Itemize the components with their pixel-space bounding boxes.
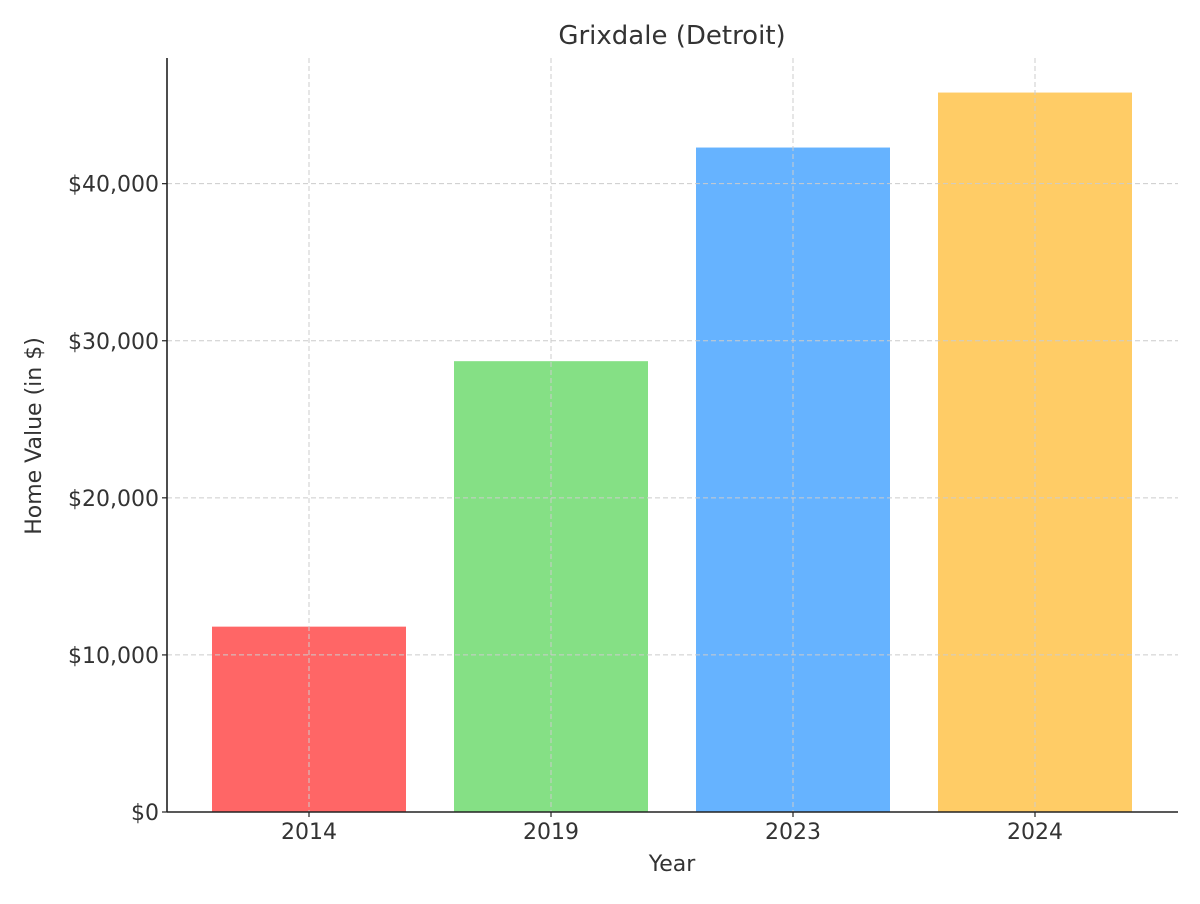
x-axis-label: Year bbox=[648, 852, 697, 877]
bars-layer bbox=[212, 92, 1132, 813]
x-tick-label: 2019 bbox=[523, 820, 579, 845]
y-tick-label: $10,000 bbox=[68, 644, 159, 669]
bar-2023 bbox=[696, 147, 890, 813]
chart-title: Grixdale (Detroit) bbox=[558, 21, 785, 51]
y-tick-label: $30,000 bbox=[68, 330, 159, 355]
x-tick-label: 2023 bbox=[765, 820, 821, 845]
y-tick-label: $20,000 bbox=[68, 487, 159, 512]
x-tick-label: 2014 bbox=[281, 820, 337, 845]
ticks-layer: $0 $10,000 $20,000 $30,000 $40,000 2014 2019 20… bbox=[68, 173, 1063, 845]
y-axis-label: Home Value (in $) bbox=[22, 337, 47, 535]
y-tick-label: $40,000 bbox=[68, 173, 159, 198]
x-tick-label: 2024 bbox=[1007, 820, 1063, 845]
y-tick-label: $0 bbox=[131, 801, 159, 826]
